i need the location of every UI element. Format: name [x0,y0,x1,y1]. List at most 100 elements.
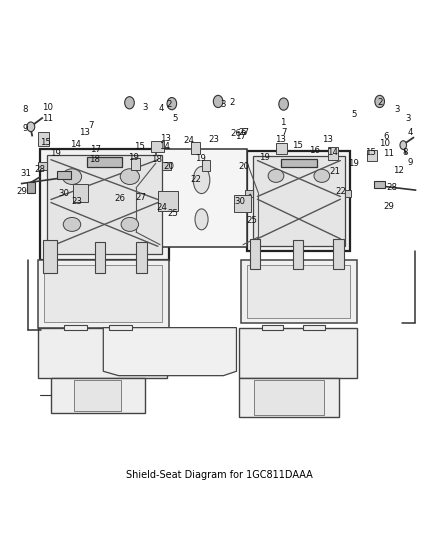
Ellipse shape [121,217,138,231]
Bar [44,265,162,322]
Ellipse shape [193,166,210,193]
Bar [245,190,253,197]
Bar [345,190,351,197]
Text: 13: 13 [79,128,91,138]
Bar [276,143,287,154]
Text: 30: 30 [234,197,245,206]
Bar [151,141,163,152]
Ellipse shape [63,217,81,231]
Bar [247,151,350,251]
Text: 7: 7 [281,127,286,136]
Text: 2: 2 [230,98,235,107]
Text: 13: 13 [160,134,171,143]
Bar [293,240,303,269]
Bar [95,243,106,273]
Text: 4: 4 [159,104,164,113]
Text: 7: 7 [88,122,94,131]
Bar [247,265,350,318]
Bar [136,243,147,273]
Bar [239,328,357,378]
Bar [109,325,132,330]
Bar [253,156,345,246]
Bar [74,380,121,410]
Bar [155,149,247,247]
Text: 24: 24 [156,203,167,212]
Ellipse shape [195,209,208,230]
Bar [201,160,210,171]
Text: 18: 18 [89,156,100,165]
Bar [43,240,57,273]
Bar [254,380,324,415]
Text: 18: 18 [152,155,162,164]
Bar [158,191,177,211]
Text: 17: 17 [90,145,101,154]
Text: 27: 27 [239,127,250,136]
Text: 3: 3 [221,100,226,109]
Text: 11: 11 [383,149,394,158]
Text: 15: 15 [292,141,303,150]
Text: 20: 20 [163,163,174,172]
Bar [57,171,71,179]
Bar [64,325,87,330]
Text: 15: 15 [134,142,145,151]
Ellipse shape [279,98,288,110]
Text: 4: 4 [407,127,413,136]
Ellipse shape [62,169,81,184]
Bar [328,147,338,159]
Text: 22: 22 [191,175,202,184]
Text: 23: 23 [208,135,219,144]
Text: 21: 21 [329,167,340,176]
Text: 3: 3 [142,103,148,111]
Text: 29: 29 [16,187,27,196]
Text: 19: 19 [50,149,61,158]
Text: 11: 11 [42,115,53,124]
Text: 8: 8 [22,105,28,114]
Ellipse shape [125,96,134,109]
Bar [281,159,317,167]
Text: 23: 23 [71,197,83,206]
Text: 9: 9 [22,125,28,133]
Text: 3: 3 [394,105,399,114]
Text: 14: 14 [70,140,81,149]
Text: 25: 25 [168,209,179,218]
Bar [162,161,171,169]
Bar [38,328,166,378]
Text: 5: 5 [352,110,357,119]
Text: 5: 5 [173,114,178,123]
Text: 22: 22 [335,187,346,196]
Bar [162,191,169,199]
Text: 13: 13 [322,134,333,143]
Bar [38,133,49,146]
Text: 20: 20 [239,163,250,172]
Text: 15: 15 [365,148,376,157]
Text: 12: 12 [393,166,404,175]
Text: 30: 30 [59,189,70,198]
Text: 1: 1 [279,118,285,127]
Text: 2: 2 [378,98,383,107]
Bar [46,155,162,254]
Text: 24: 24 [184,136,195,146]
Bar [250,239,261,269]
Ellipse shape [268,169,284,182]
Bar [40,149,169,260]
Text: 6: 6 [240,127,246,136]
Bar [27,182,35,193]
Bar [234,195,251,212]
Text: 14: 14 [327,148,338,157]
Bar [241,260,357,323]
Bar [87,157,122,167]
Ellipse shape [120,169,139,184]
Text: 19: 19 [348,159,359,168]
Text: 9: 9 [407,158,413,167]
Text: 19: 19 [128,153,139,162]
Bar [304,325,325,330]
Polygon shape [103,328,237,376]
Text: 15: 15 [40,138,51,147]
Text: 31: 31 [21,169,32,179]
Text: 25: 25 [246,216,257,225]
Bar [240,201,248,211]
Bar [262,325,283,330]
Ellipse shape [375,95,385,108]
Text: 19: 19 [195,154,206,163]
Text: 17: 17 [235,132,246,141]
